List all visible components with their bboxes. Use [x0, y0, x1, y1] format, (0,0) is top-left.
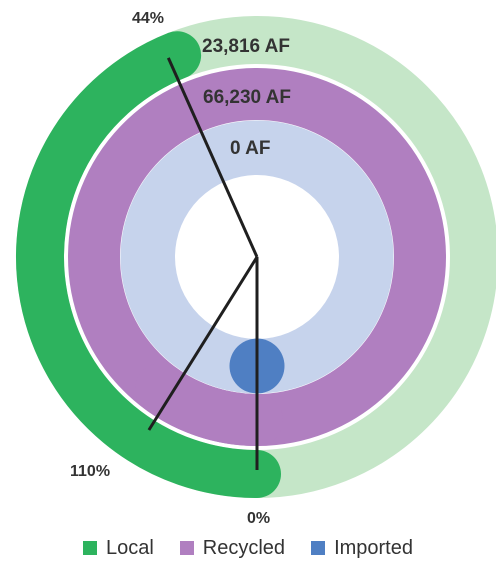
- legend-swatch-imported: [311, 541, 326, 555]
- legend: Local Recycled Imported: [0, 534, 496, 562]
- pointer-lines-group: [147, 57, 259, 470]
- legend-item-local: Local: [82, 536, 154, 560]
- legend-label-recycled: Recycled: [202, 536, 286, 559]
- legend-item-imported: Imported: [311, 537, 413, 560]
- recycled-pointer-line: [147, 256, 259, 431]
- imported-value-label: 0 AF: [230, 138, 270, 159]
- legend-label-imported: Imported: [334, 536, 413, 559]
- local-percent-label: 44%: [132, 10, 164, 27]
- legend-label-local: Local: [105, 536, 154, 559]
- recycled-percent-label: 110%: [70, 463, 110, 480]
- local-value-label: 23,816 AF: [202, 36, 290, 57]
- local-pointer-line: [166, 57, 259, 258]
- legend-item-recycled: Recycled: [179, 536, 286, 560]
- legend-swatch-local: [82, 541, 97, 555]
- recycled-value-label: 66,230 AF: [203, 87, 291, 108]
- recycled-progress-arc: [135, 362, 283, 446]
- legend-swatch-recycled: [179, 541, 194, 555]
- radial-progress-chart: 23,816 AF 66,230 AF 0 AF 44% 110% 0%: [16, 10, 496, 527]
- imported-percent-label: 0%: [247, 510, 270, 527]
- local-progress-arc: [16, 31, 281, 498]
